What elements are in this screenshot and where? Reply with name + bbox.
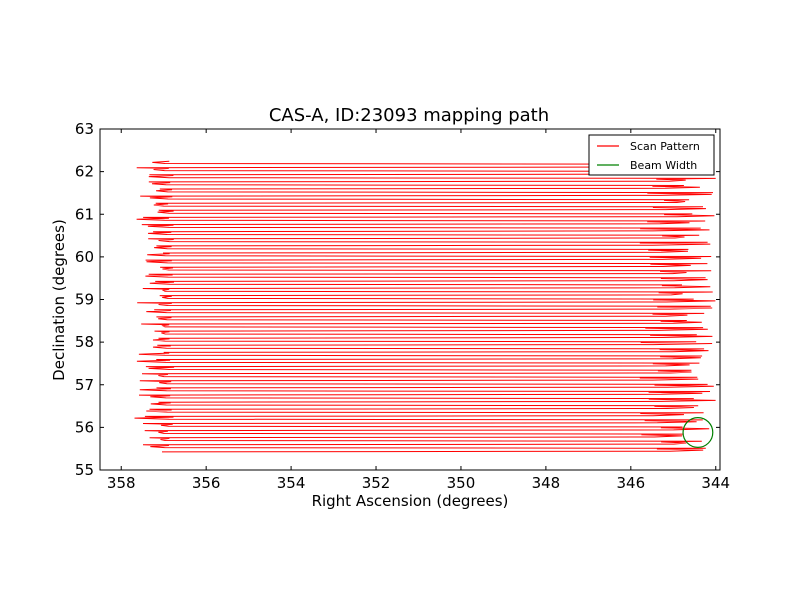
legend: Scan Pattern Beam Width <box>588 134 715 176</box>
x-tick-label: 352 <box>362 474 391 492</box>
y-tick-label: 60 <box>75 248 94 266</box>
x-tick-label: 350 <box>447 474 476 492</box>
y-tick-label: 63 <box>75 120 94 138</box>
x-tick-label: 346 <box>617 474 646 492</box>
x-tick-label: 344 <box>701 474 730 492</box>
y-tick-label: 57 <box>75 376 94 394</box>
y-tick-label: 56 <box>75 418 94 436</box>
y-axis-title: Declination (degrees) <box>50 219 68 381</box>
legend-label-scan-pattern: Scan Pattern <box>630 140 700 153</box>
y-axis: 55 56 57 58 59 60 61 62 63 <box>75 120 720 479</box>
x-axis-title: Right Ascension (degrees) <box>312 492 509 510</box>
x-tick-label: 348 <box>532 474 561 492</box>
beam-width-circle <box>682 417 714 448</box>
legend-box <box>588 134 715 176</box>
plot-area <box>134 160 716 453</box>
x-tick-label: 356 <box>192 474 221 492</box>
scan-pattern-series <box>134 160 716 453</box>
chart-title: CAS-A, ID:23093 mapping path <box>269 105 549 126</box>
x-tick-label: 354 <box>277 474 306 492</box>
y-tick-label: 55 <box>75 461 94 479</box>
y-tick-label: 59 <box>75 291 94 309</box>
y-tick-label: 61 <box>75 205 94 223</box>
scan-pattern-line <box>134 160 716 453</box>
legend-label-beam-width: Beam Width <box>630 159 697 172</box>
y-tick-label: 58 <box>75 333 94 351</box>
x-axis: 358 356 354 352 350 348 346 344 <box>107 129 730 492</box>
x-tick-label: 358 <box>107 474 136 492</box>
beam-width-series <box>682 417 714 448</box>
y-tick-label: 62 <box>75 163 94 181</box>
